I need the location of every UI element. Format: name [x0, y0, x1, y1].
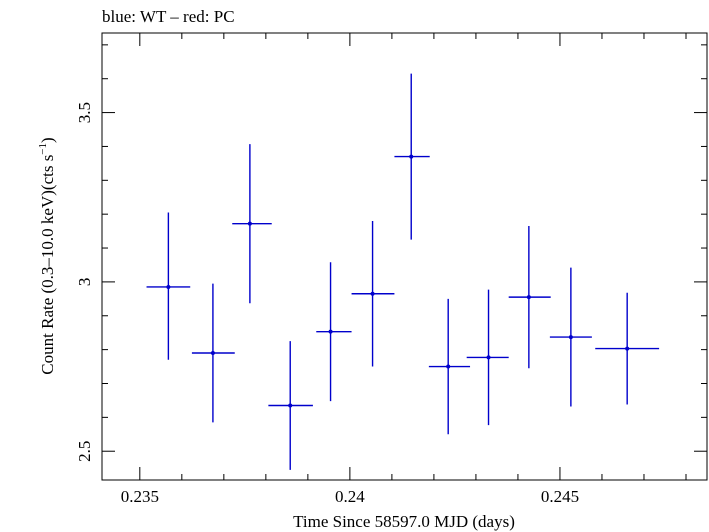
data-marker	[166, 284, 171, 289]
data-marker	[210, 351, 215, 356]
data-marker	[409, 154, 414, 159]
data-marker	[625, 346, 630, 351]
y-axis-label-superscript: −1	[37, 143, 49, 155]
data-point	[351, 220, 395, 367]
y-tick-label: 3	[75, 278, 94, 287]
data-point	[595, 292, 660, 405]
x-axis-label: Time Since 58597.0 MJD (days)	[293, 512, 515, 531]
data-marker	[568, 335, 573, 340]
y-axis-label-main: Count Rate (0.3–10.0 keV)(cts s	[38, 155, 57, 375]
chart-title: blue: WT – red: PC	[102, 7, 235, 26]
y-tick-label: 2.5	[75, 441, 94, 462]
data-marker	[526, 295, 531, 300]
data-marker	[446, 364, 451, 369]
data-point	[394, 73, 430, 240]
data-marker	[288, 403, 293, 408]
data-point	[268, 341, 313, 470]
data-point	[508, 226, 551, 369]
y-tick-label: 3.5	[75, 102, 94, 123]
x-tick-label: 0.24	[335, 487, 365, 506]
data-point	[428, 298, 471, 435]
y-axis-label-close: )	[38, 137, 57, 143]
data-point	[232, 144, 272, 304]
data-point	[146, 212, 191, 360]
plot-frame	[101, 32, 708, 481]
data-point	[191, 283, 235, 423]
data-marker	[247, 221, 252, 226]
data-series	[146, 73, 660, 470]
data-marker	[370, 291, 375, 296]
x-tick-label: 0.245	[541, 487, 579, 506]
data-marker	[486, 355, 491, 360]
data-marker	[328, 329, 333, 334]
y-axis-label: Count Rate (0.3–10.0 keV)(cts s−1)	[37, 137, 57, 374]
x-tick-label: 0.235	[121, 487, 159, 506]
data-point	[549, 267, 592, 407]
data-point	[466, 289, 509, 426]
axis-ticks: 0.235 0.24 0.245 2.5 3 3.5	[75, 33, 707, 506]
data-point	[316, 262, 352, 402]
